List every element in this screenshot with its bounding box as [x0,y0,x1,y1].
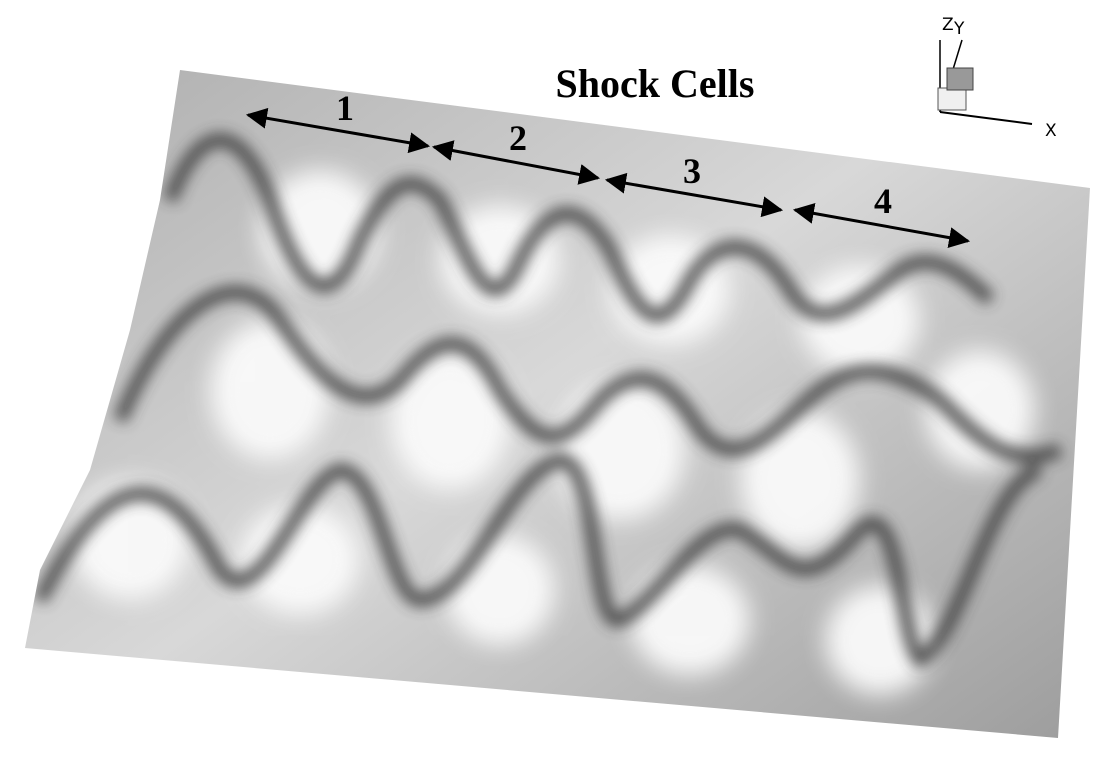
cell-label: 1 [336,88,354,128]
axis-label: Z [942,15,954,35]
cell-label: 3 [683,151,701,191]
visualization: Shock Cells 1 2 3 4 Z Y X [0,0,1094,764]
cell-label: 4 [874,181,892,221]
title: Shock Cells [556,61,755,106]
axis-triad: Z Y X [938,15,1057,141]
axis-label: X [1045,121,1057,141]
cell-label: 2 [509,118,527,158]
axis-label: Y [953,19,965,39]
surface [0,0,1094,764]
